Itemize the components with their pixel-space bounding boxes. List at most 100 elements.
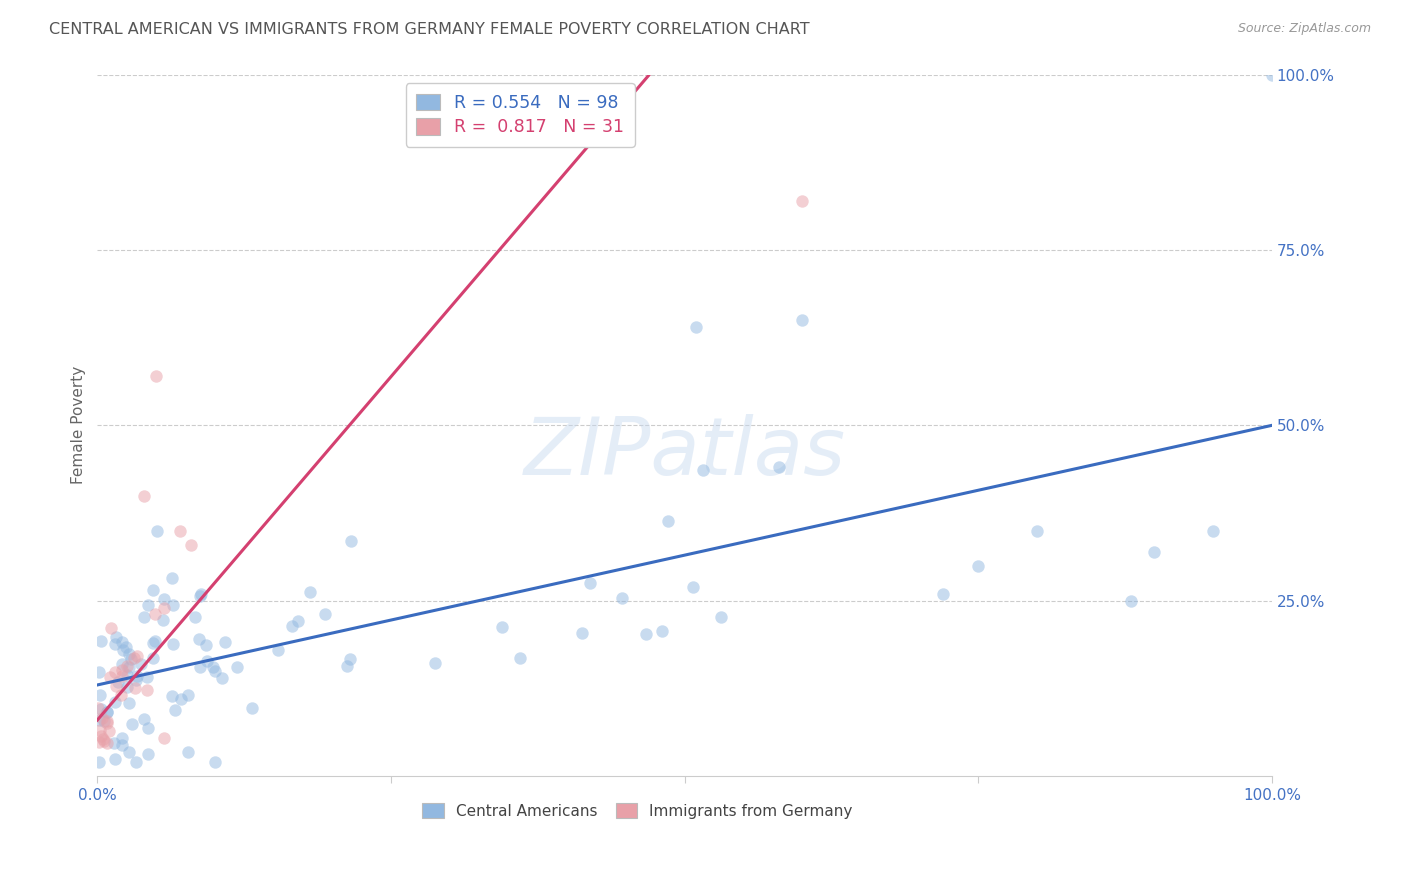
Point (110, 669, 132, 683)
Point (87, 701, 110, 715)
Point (91, 711, 114, 725)
Point (242, 700, 264, 714)
Point (188, 589, 211, 603)
Point (142, 583, 165, 598)
Point (111, 664, 134, 678)
Point (1026, 524, 1049, 538)
Point (142, 650, 165, 665)
Point (214, 635, 236, 649)
Point (89, 713, 111, 727)
Point (104, 679, 127, 693)
Point (145, 369, 167, 384)
Point (162, 599, 184, 613)
Point (1143, 544, 1166, 558)
Point (124, 681, 146, 695)
Point (202, 659, 225, 673)
Point (146, 524, 169, 538)
Point (132, 610, 155, 624)
Point (103, 736, 125, 750)
Point (188, 659, 211, 673)
Point (571, 626, 593, 640)
Point (190, 586, 212, 600)
Point (96, 736, 118, 750)
Point (112, 642, 135, 657)
Point (96, 714, 118, 728)
Point (96, 706, 118, 720)
Point (287, 615, 309, 629)
Point (651, 624, 673, 638)
Point (195, 654, 218, 668)
Point (226, 660, 249, 674)
Point (768, 460, 790, 475)
Point (790, 313, 813, 327)
Point (423, 656, 446, 670)
Point (162, 571, 184, 585)
Point (153, 601, 176, 615)
Point (579, 575, 602, 590)
Point (340, 534, 363, 549)
Point (657, 514, 679, 528)
Point (118, 697, 141, 711)
Point (90, 730, 112, 744)
Point (153, 591, 176, 606)
Point (100, 621, 122, 635)
Point (204, 664, 226, 678)
Point (125, 669, 148, 683)
Legend: Central Americans, Immigrants from Germany: Central Americans, Immigrants from Germa… (416, 797, 859, 825)
Point (111, 731, 134, 746)
Point (790, 194, 813, 208)
Point (118, 647, 141, 661)
Point (111, 739, 134, 753)
Point (117, 668, 139, 682)
Point (120, 652, 142, 666)
Point (1202, 524, 1225, 538)
Point (117, 658, 139, 673)
Point (136, 721, 159, 735)
Point (509, 650, 531, 665)
Point (115, 640, 138, 655)
Point (176, 688, 198, 702)
Point (89, 723, 111, 738)
Text: ZIPatlas: ZIPatlas (523, 415, 845, 492)
Point (110, 634, 132, 648)
Point (170, 691, 193, 706)
Point (1119, 593, 1142, 607)
Y-axis label: Female Poverty: Female Poverty (72, 367, 86, 484)
Point (1261, 68, 1284, 82)
Point (111, 657, 134, 672)
Point (211, 671, 233, 685)
Point (142, 636, 165, 650)
Point (152, 613, 174, 627)
Point (93, 733, 115, 747)
Text: CENTRAL AMERICAN VS IMMIGRANTS FROM GERMANY FEMALE POVERTY CORRELATION CHART: CENTRAL AMERICAN VS IMMIGRANTS FROM GERM… (49, 22, 810, 37)
Point (118, 660, 141, 674)
Point (187, 632, 209, 647)
Point (104, 637, 127, 651)
Point (104, 695, 127, 709)
Point (162, 637, 184, 651)
Point (93, 714, 115, 728)
Point (335, 659, 357, 673)
Point (98, 724, 121, 739)
Point (89, 735, 111, 749)
Point (89, 689, 111, 703)
Point (298, 585, 321, 599)
Point (125, 755, 148, 769)
Point (118, 745, 141, 759)
Point (104, 665, 127, 679)
Point (266, 643, 288, 657)
Point (160, 690, 183, 704)
Text: Source: ZipAtlas.com: Source: ZipAtlas.com (1237, 22, 1371, 36)
Point (90, 702, 112, 716)
Point (169, 524, 191, 538)
Point (143, 607, 166, 621)
Point (127, 648, 149, 663)
Point (636, 627, 658, 641)
Point (117, 680, 139, 694)
Point (682, 580, 704, 594)
Point (107, 675, 129, 690)
Point (125, 673, 148, 687)
Point (967, 558, 990, 573)
Point (491, 620, 513, 634)
Point (132, 712, 155, 726)
